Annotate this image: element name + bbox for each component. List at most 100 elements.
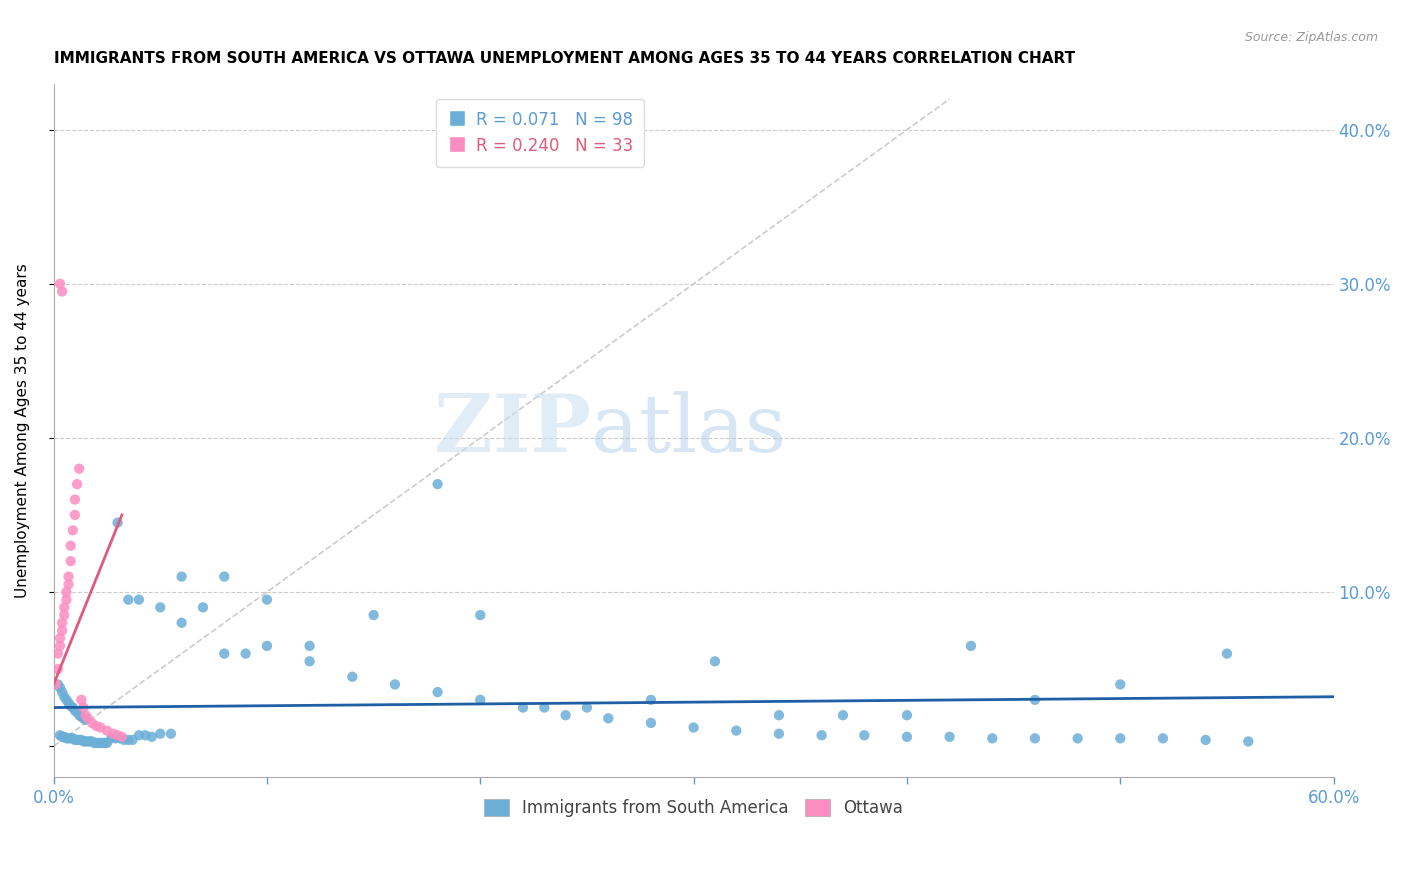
Point	[63, 704, 86, 718]
Point	[117, 592, 139, 607]
Point	[46, 647, 69, 661]
Point	[63, 508, 86, 522]
Point	[1194, 732, 1216, 747]
Point	[87, 736, 110, 750]
Point	[70, 693, 93, 707]
Point	[112, 732, 135, 747]
Point	[141, 730, 163, 744]
Point	[75, 713, 97, 727]
Point	[49, 277, 72, 291]
Point	[117, 732, 139, 747]
Point	[384, 677, 406, 691]
Point	[107, 728, 129, 742]
Point	[76, 734, 98, 748]
Point	[66, 732, 89, 747]
Point	[342, 670, 364, 684]
Point	[103, 727, 125, 741]
Point	[640, 693, 662, 707]
Text: atlas: atlas	[591, 392, 786, 469]
Point	[51, 624, 73, 638]
Point	[170, 615, 193, 630]
Text: Source: ZipAtlas.com: Source: ZipAtlas.com	[1244, 31, 1378, 45]
Point	[59, 698, 82, 713]
Point	[84, 736, 107, 750]
Point	[363, 608, 385, 623]
Point	[79, 734, 101, 748]
Point	[55, 592, 77, 607]
Point	[53, 600, 76, 615]
Point	[55, 585, 77, 599]
Point	[96, 723, 118, 738]
Point	[80, 715, 103, 730]
Point	[51, 730, 73, 744]
Point	[256, 639, 278, 653]
Point	[575, 700, 598, 714]
Point	[1024, 731, 1046, 746]
Point	[1152, 731, 1174, 746]
Point	[63, 732, 86, 747]
Point	[75, 734, 97, 748]
Point	[49, 639, 72, 653]
Point	[938, 730, 960, 744]
Point	[62, 524, 84, 538]
Point	[121, 732, 143, 747]
Point	[704, 654, 727, 668]
Point	[768, 727, 790, 741]
Point	[53, 608, 76, 623]
Point	[512, 700, 534, 714]
Point	[134, 728, 156, 742]
Point	[59, 539, 82, 553]
Point	[58, 731, 80, 746]
Point	[76, 711, 98, 725]
Point	[75, 708, 97, 723]
Point	[111, 730, 134, 744]
Point	[70, 710, 93, 724]
Point	[49, 681, 72, 695]
Y-axis label: Unemployment Among Ages 35 to 44 years: Unemployment Among Ages 35 to 44 years	[15, 263, 30, 598]
Point	[470, 693, 492, 707]
Point	[533, 700, 555, 714]
Point	[51, 615, 73, 630]
Point	[49, 631, 72, 645]
Point	[58, 696, 80, 710]
Point	[53, 730, 76, 744]
Point	[63, 492, 86, 507]
Point	[149, 727, 172, 741]
Point	[59, 731, 82, 746]
Point	[72, 700, 94, 714]
Point	[80, 734, 103, 748]
Point	[107, 516, 129, 530]
Point	[66, 477, 89, 491]
Point	[1216, 647, 1239, 661]
Point	[725, 723, 748, 738]
Point	[191, 600, 214, 615]
Point	[554, 708, 576, 723]
Point	[91, 736, 114, 750]
Point	[470, 608, 492, 623]
Point	[84, 719, 107, 733]
Point	[62, 731, 84, 746]
Point	[55, 731, 77, 746]
Point	[66, 705, 89, 719]
Point	[853, 728, 876, 742]
Point	[67, 708, 90, 723]
Point	[640, 715, 662, 730]
Point	[896, 730, 918, 744]
Point	[298, 639, 321, 653]
Point	[53, 690, 76, 704]
Point	[1066, 731, 1088, 746]
Point	[104, 731, 127, 746]
Point	[214, 569, 236, 583]
Point	[46, 662, 69, 676]
Point	[960, 639, 983, 653]
Point	[94, 736, 117, 750]
Point	[128, 728, 150, 742]
Point	[72, 711, 94, 725]
Point	[160, 727, 183, 741]
Point	[49, 728, 72, 742]
Point	[90, 721, 112, 735]
Point	[298, 654, 321, 668]
Point	[768, 708, 790, 723]
Point	[426, 477, 449, 491]
Point	[58, 577, 80, 591]
